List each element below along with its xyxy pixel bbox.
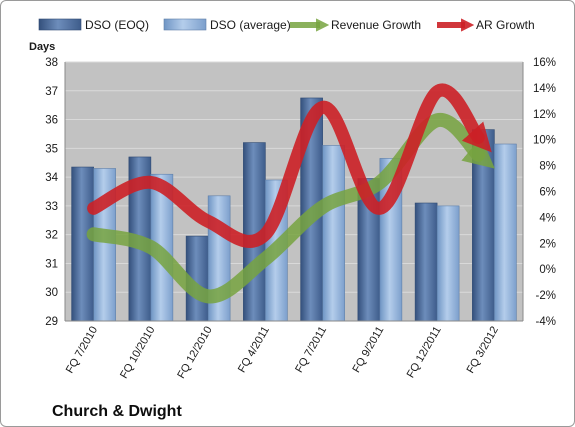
bar-dso-average xyxy=(322,145,345,322)
y2-tick-label: 12% xyxy=(533,109,556,121)
bar-dso-eoq xyxy=(71,166,94,322)
y-tick-label: 37 xyxy=(45,86,58,98)
bar-dso-average xyxy=(436,205,460,322)
y2-tick-label: -2% xyxy=(536,290,556,302)
y2-tick-label: 4% xyxy=(539,212,556,224)
x-tick-label: FQ 12/2010 xyxy=(175,325,214,381)
legend-label-dso-average: DSO (average) xyxy=(210,18,291,32)
y-tick-label: 31 xyxy=(45,258,58,270)
x-tick-label: FQ 7/2010 xyxy=(64,325,100,376)
x-tick-label: FQ 10/2010 xyxy=(118,325,157,381)
x-tick-label: FQ 12/2011 xyxy=(405,325,444,381)
y-tick-label: 34 xyxy=(45,172,58,184)
y2-tick-label: 14% xyxy=(533,83,556,95)
x-tick-label: FQ 7/2011 xyxy=(293,325,329,375)
x-tick-label: FQ 4/2011 xyxy=(236,325,272,375)
y2-tick-label: 6% xyxy=(539,187,556,199)
x-tick-label: FQ 3/2012 xyxy=(465,325,501,376)
y-tick-label: 29 xyxy=(45,316,58,328)
legend-label-revenue-growth: Revenue Growth xyxy=(331,18,421,32)
y-tick-label: 32 xyxy=(45,230,58,242)
y-tick-label: 36 xyxy=(45,115,58,127)
bar-dso-eoq xyxy=(414,202,438,322)
legend-label-ar-growth: AR Growth xyxy=(476,18,535,32)
y-tick-label: 33 xyxy=(45,201,58,213)
legend-label-dso-eoq: DSO (EOQ) xyxy=(85,18,149,32)
legend: DSO (EOQ) DSO (average) Revenue Growth A… xyxy=(38,18,535,32)
line-ar-growth xyxy=(87,83,492,248)
y2-tick-label: -4% xyxy=(536,316,556,328)
legend-swatch-dso-average xyxy=(163,18,207,31)
x-tick-label: FQ 9/2011 xyxy=(350,325,386,375)
bar-dso-average xyxy=(494,143,517,322)
legend-swatch-dso-eoq xyxy=(38,18,82,31)
y2-tick-label: 8% xyxy=(539,161,556,173)
line-revenue-growth xyxy=(86,113,495,304)
y-tick-label: 38 xyxy=(45,57,58,69)
y-tick-label: 30 xyxy=(45,287,58,299)
y-tick-label: 35 xyxy=(45,143,58,155)
chart-title: Church & Dwight xyxy=(52,403,182,420)
y-axis-title: Days xyxy=(29,41,55,53)
growth-lines xyxy=(86,83,495,304)
y2-tick-label: 2% xyxy=(539,238,556,250)
y2-tick-label: 0% xyxy=(539,264,556,276)
y2-tick-label: 16% xyxy=(533,57,556,69)
y2-tick-label: 10% xyxy=(533,135,556,147)
